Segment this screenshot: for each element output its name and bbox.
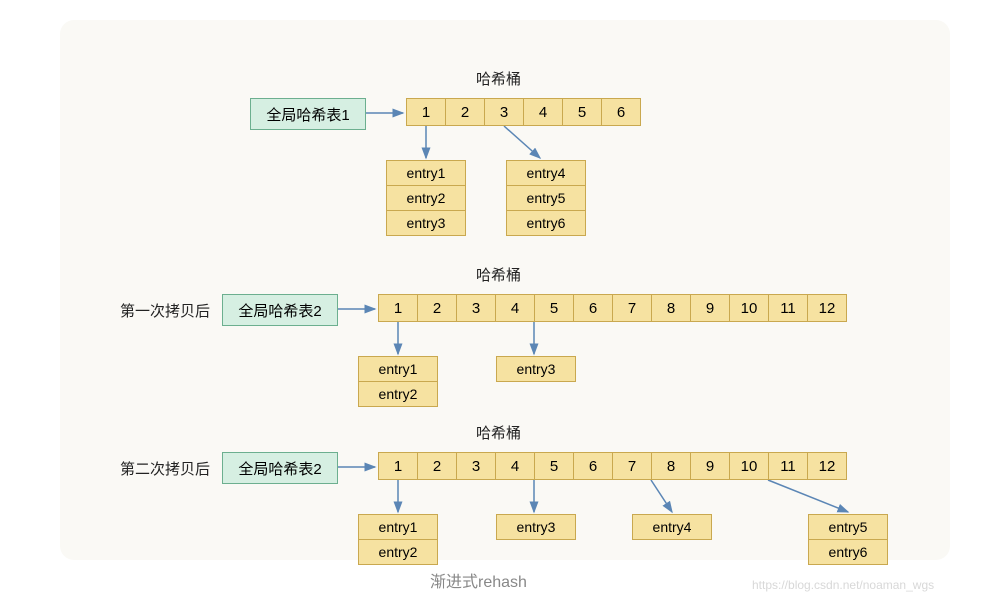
bucket-cell: 4 [523,98,563,126]
hashtable-box: 全局哈希表1 [250,98,366,130]
caption: 渐进式rehash [430,568,527,592]
bucket-cell: 5 [534,452,574,480]
entry-cell: entry3 [496,514,576,540]
bucket-cell: 11 [768,294,808,322]
bucket-cell: 6 [601,98,641,126]
bucket-cell: 3 [456,452,496,480]
entry-cell: entry5 [506,185,586,211]
entry-cell: entry1 [358,514,438,540]
entry-column: entry3 [496,514,576,540]
bucket-cell: 12 [807,452,847,480]
entry-column: entry5entry6 [808,514,888,565]
hashtable-box: 全局哈希表2 [222,294,338,326]
bucket-cell: 7 [612,294,652,322]
entry-cell: entry6 [506,210,586,236]
bucket-cell: 9 [690,294,730,322]
bucket-cell: 11 [768,452,808,480]
bucket-cell: 3 [484,98,524,126]
entry-cell: entry2 [358,381,438,407]
bucket-cell: 3 [456,294,496,322]
bucket-cell: 8 [651,294,691,322]
bucket-cell: 8 [651,452,691,480]
bucket-cell: 6 [573,294,613,322]
bucket-cell: 1 [406,98,446,126]
entry-column: entry3 [496,356,576,382]
entry-cell: entry1 [358,356,438,382]
entry-cell: entry6 [808,539,888,565]
bucket-cell: 4 [495,294,535,322]
entry-column: entry1entry2 [358,514,438,565]
bucket-cell: 9 [690,452,730,480]
bucket-cell: 12 [807,294,847,322]
bucket-cell: 2 [417,294,457,322]
entry-column: entry1entry2entry3 [386,160,466,236]
entry-cell: entry3 [386,210,466,236]
bucket-label: 哈希桶 [476,68,521,89]
bucket-row: 123456789101112 [378,294,847,322]
entry-cell: entry1 [386,160,466,186]
bucket-cell: 7 [612,452,652,480]
bucket-cell: 1 [378,294,418,322]
watermark: https://blog.csdn.net/noaman_wgs [752,578,934,592]
entry-column: entry1entry2 [358,356,438,407]
hashtable-box: 全局哈希表2 [222,452,338,484]
bucket-label: 哈希桶 [476,264,521,285]
bucket-cell: 6 [573,452,613,480]
entry-cell: entry3 [496,356,576,382]
bucket-row: 123456789101112 [378,452,847,480]
row-label: 第一次拷贝后 [120,300,210,321]
entry-cell: entry5 [808,514,888,540]
entry-cell: entry2 [358,539,438,565]
bucket-cell: 2 [417,452,457,480]
bucket-cell: 5 [534,294,574,322]
bucket-cell: 5 [562,98,602,126]
bucket-row: 123456 [406,98,641,126]
bucket-label: 哈希桶 [476,422,521,443]
entry-cell: entry4 [632,514,712,540]
entry-column: entry4entry5entry6 [506,160,586,236]
bucket-cell: 10 [729,452,769,480]
entry-cell: entry2 [386,185,466,211]
bucket-cell: 1 [378,452,418,480]
bucket-cell: 10 [729,294,769,322]
entry-column: entry4 [632,514,712,540]
row-label: 第二次拷贝后 [120,458,210,479]
bucket-cell: 2 [445,98,485,126]
bucket-cell: 4 [495,452,535,480]
entry-cell: entry4 [506,160,586,186]
diagram-canvas: 全局哈希表1哈希桶123456entry1entry2entry3entry4e… [0,0,996,598]
